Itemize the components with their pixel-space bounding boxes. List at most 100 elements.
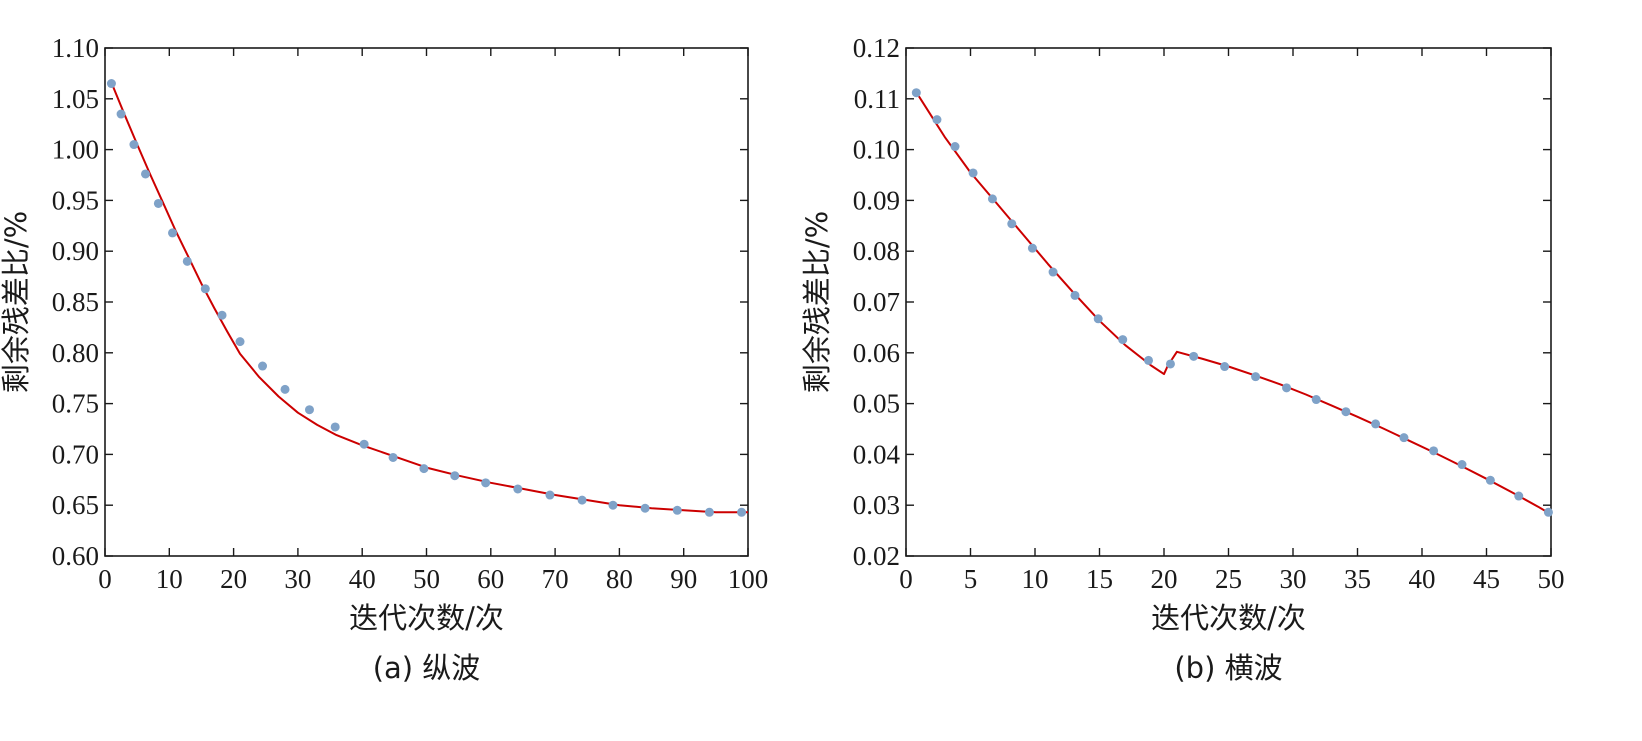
y-tick-label: 0.12	[853, 33, 900, 63]
y-tick-label: 0.80	[52, 338, 99, 368]
data-point-marker	[1282, 383, 1292, 393]
x-tick-label: 45	[1473, 564, 1500, 594]
y-tick-label: 0.06	[853, 338, 900, 368]
x-tick-label: 20	[1151, 564, 1178, 594]
x-tick-label: 35	[1344, 564, 1371, 594]
x-tick-label: 60	[477, 564, 504, 594]
data-point-marker	[235, 337, 245, 347]
data-point-marker	[1485, 475, 1495, 485]
y-tick-label: 0.60	[52, 541, 99, 571]
x-tick-label: 80	[606, 564, 633, 594]
data-point-marker	[1457, 460, 1467, 470]
data-point-marker	[304, 405, 314, 415]
data-point-marker	[217, 310, 227, 320]
x-tick-label: 15	[1086, 564, 1113, 594]
data-point-marker	[481, 478, 491, 488]
data-point-marker	[1514, 491, 1524, 501]
data-point-marker	[704, 507, 714, 517]
y-tick-label: 0.08	[853, 236, 900, 266]
y-tick-label: 0.85	[52, 287, 99, 317]
data-point-marker	[911, 88, 921, 98]
data-point-marker	[968, 168, 978, 178]
data-point-marker	[1543, 507, 1553, 517]
data-point-marker	[672, 505, 682, 515]
y-tick-label: 0.11	[854, 84, 900, 114]
y-axis-label: 剩余残差比/%	[800, 211, 834, 393]
y-tick-label: 0.05	[853, 389, 900, 419]
y-tick-label: 0.07	[853, 287, 900, 317]
data-point-marker	[258, 361, 268, 371]
data-point-marker	[1093, 314, 1103, 324]
x-tick-label: 90	[670, 564, 697, 594]
data-point-marker	[737, 507, 747, 517]
residual-curve-line	[110, 82, 748, 514]
chart-caption: (a) 纵波	[373, 651, 481, 685]
y-axis-label: 剩余残差比/%	[0, 211, 33, 393]
residual-curve-line	[918, 95, 1552, 516]
data-point-marker	[168, 228, 178, 238]
data-point-marker	[450, 471, 460, 481]
data-point-marker	[577, 495, 587, 505]
x-tick-label: 25	[1215, 564, 1242, 594]
x-tick-label: 30	[284, 564, 311, 594]
data-point-marker	[1070, 290, 1080, 300]
data-point-marker	[1027, 243, 1037, 253]
chart-b-shear-wave: 0 5 10 15 20 25 30 35 40 45 50 0.02 0.03 0.04 0.05 0.06…	[800, 33, 1565, 685]
x-tick-label: 40	[349, 564, 376, 594]
x-tick-label: 0	[98, 564, 112, 594]
x-tick-label: 30	[1280, 564, 1307, 594]
data-point-marker	[129, 140, 139, 150]
chart-a-longitudinal-wave: 0 10 20 30 40 50 60 70 80 90 100 0.60 0.65 0.70 0.75 0.…	[0, 33, 768, 685]
data-point-marker	[182, 256, 192, 266]
data-point-marker	[608, 500, 618, 510]
data-point-marker	[1311, 395, 1321, 405]
x-tick-label: 0	[899, 564, 913, 594]
x-tick-label: 50	[413, 564, 440, 594]
x-tick-label: 10	[156, 564, 183, 594]
x-tick-label: 100	[728, 564, 769, 594]
x-tick-label: 10	[1022, 564, 1049, 594]
y-tick-label: 0.65	[52, 490, 99, 520]
data-point-marker	[141, 169, 151, 179]
data-point-marker	[950, 142, 960, 152]
data-point-marker	[1144, 355, 1154, 365]
data-point-marker	[280, 384, 290, 394]
data-point-marker	[1048, 267, 1058, 277]
y-tick-label: 1.10	[52, 33, 99, 63]
data-point-marker	[1371, 419, 1381, 429]
data-point-marker	[1007, 219, 1017, 229]
y-tick-label: 0.90	[52, 236, 99, 266]
y-tick-label: 1.05	[52, 84, 99, 114]
data-point-marker	[987, 194, 997, 204]
y-tick-label: 0.02	[853, 541, 900, 571]
data-point-marker	[513, 484, 523, 494]
x-axis-label: 迭代次数/次	[349, 601, 504, 635]
x-tick-label: 20	[220, 564, 247, 594]
plot-area-frame	[104, 47, 749, 557]
data-point-marker	[388, 452, 398, 462]
x-tick-label: 70	[542, 564, 569, 594]
data-point-marker	[640, 503, 650, 513]
data-point-marker	[1429, 446, 1439, 456]
y-tick-label: 0.70	[52, 439, 99, 469]
data-point-marker	[1399, 433, 1409, 443]
y-tick-label: 1.00	[52, 135, 99, 165]
x-tick-label: 40	[1409, 564, 1436, 594]
data-point-marker	[359, 439, 369, 449]
data-point-marker	[1341, 407, 1351, 417]
plot-area-frame	[905, 47, 1552, 557]
data-point-marker	[153, 198, 163, 208]
y-tick-label: 0.09	[853, 185, 900, 215]
data-point-marker	[116, 109, 126, 119]
data-point-marker	[106, 79, 116, 89]
y-tick-label: 0.75	[52, 389, 99, 419]
data-point-marker	[200, 284, 210, 294]
y-tick-label: 0.95	[52, 185, 99, 215]
data-point-marker	[419, 464, 429, 474]
x-tick-label: 5	[964, 564, 978, 594]
data-point-marker	[1189, 351, 1199, 361]
y-tick-label: 0.10	[853, 135, 900, 165]
y-tick-label: 0.04	[853, 439, 901, 469]
y-tick-label: 0.03	[853, 490, 900, 520]
